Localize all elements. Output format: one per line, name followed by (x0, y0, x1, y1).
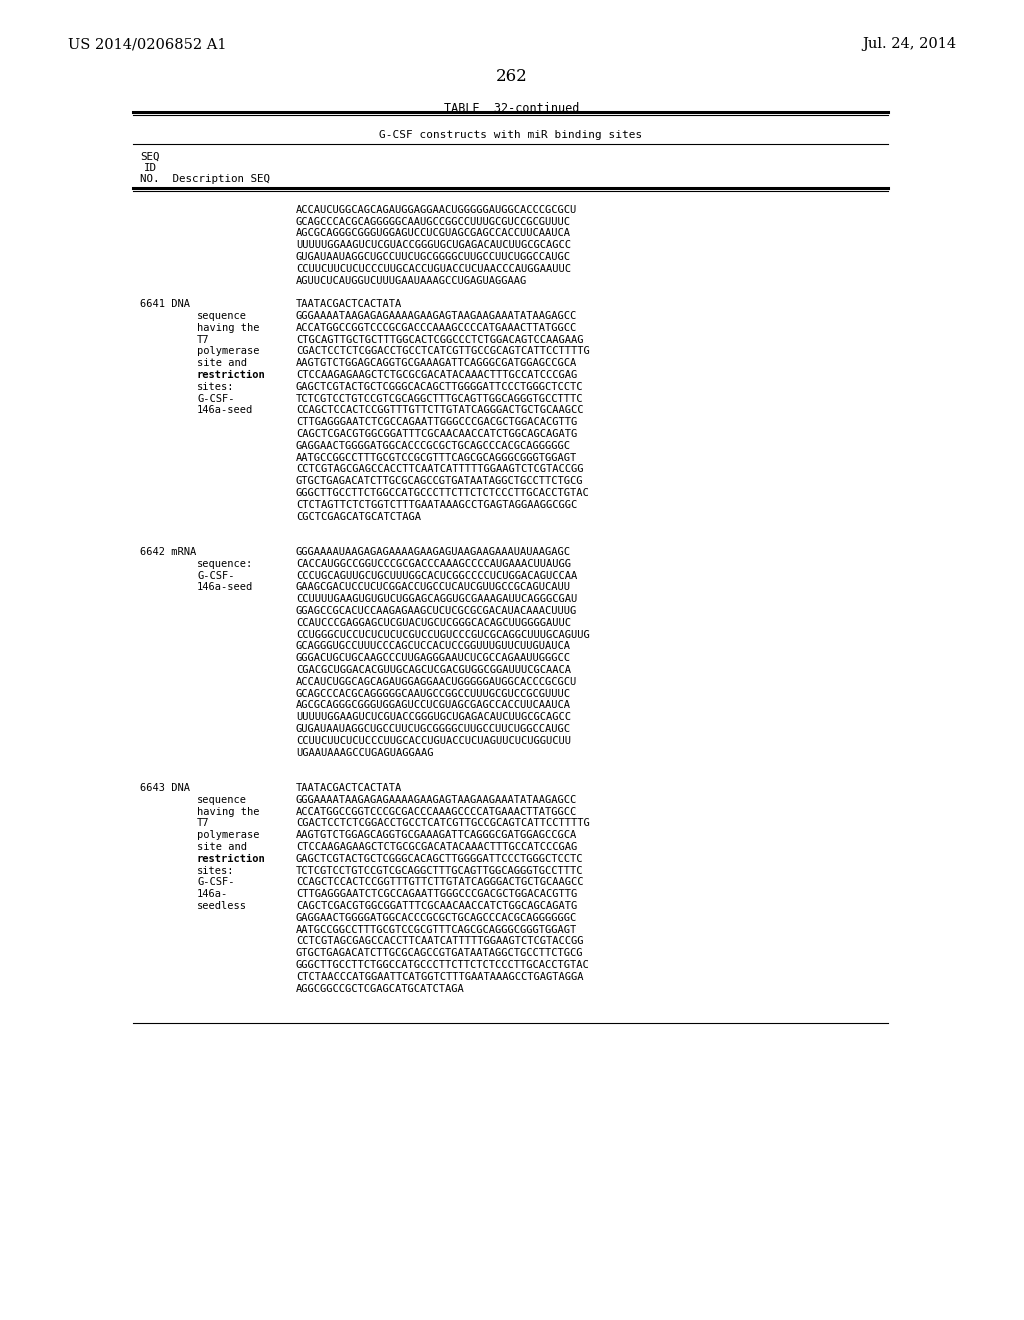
Text: G-CSF-: G-CSF- (197, 570, 234, 581)
Text: NO.  Description SEQ: NO. Description SEQ (140, 174, 270, 183)
Text: CAGCTCGACGTGGCGGATTTCGCAACAACCATCTGGCAGCAGATG: CAGCTCGACGTGGCGGATTTCGCAACAACCATCTGGCAGC… (296, 429, 578, 440)
Text: sites:: sites: (197, 381, 234, 392)
Text: CTCCAAGAGAAGCTCTGCGCGACATACAAACTTTGCCATCCCGAG: CTCCAAGAGAAGCTCTGCGCGACATACAAACTTTGCCATC… (296, 370, 578, 380)
Text: AGCGCAGGGCGGGUGGAGUCCUCGUAGCGAGCCACCUUCAAUCA: AGCGCAGGGCGGGUGGAGUCCUCGUAGCGAGCCACCUUCA… (296, 228, 571, 239)
Text: AATGCCGGCCTTTGCGTCCGCGTTTCAGCGCAGGGCGGGTGGAGT: AATGCCGGCCTTTGCGTCCGCGTTTCAGCGCAGGGCGGGT… (296, 924, 578, 935)
Text: sites:: sites: (197, 866, 234, 875)
Text: CTCCAAGAGAAGCTCTGCGCGACATACAAACTTTGCCATCCCGAG: CTCCAAGAGAAGCTCTGCGCGACATACAAACTTTGCCATC… (296, 842, 578, 851)
Text: CTCTAACCCATGGAATTCATGGTCTTTGAATAAAGCCTGAGTAGGA: CTCTAACCCATGGAATTCATGGTCTTTGAATAAAGCCTGA… (296, 972, 584, 982)
Text: G-CSF-: G-CSF- (197, 393, 234, 404)
Text: TAATACGACTCACTATA: TAATACGACTCACTATA (296, 300, 402, 309)
Text: site and: site and (197, 358, 247, 368)
Text: G-CSF constructs with miR binding sites: G-CSF constructs with miR binding sites (379, 129, 642, 140)
Text: 6643 DNA: 6643 DNA (140, 783, 190, 793)
Text: TCTCGTCCTGTCCGTCGCAGGCTTTGCAGTTGGCAGGGTGCCTTTC: TCTCGTCCTGTCCGTCGCAGGCTTTGCAGTTGGCAGGGTG… (296, 866, 584, 875)
Text: 262: 262 (496, 69, 528, 84)
Text: TCTCGTCCTGTCCGTCGCAGGCTTTGCAGTTGGCAGGGTGCCTTTC: TCTCGTCCTGTCCGTCGCAGGCTTTGCAGTTGGCAGGGTG… (296, 393, 584, 404)
Text: T7: T7 (197, 818, 210, 829)
Text: restriction: restriction (197, 370, 266, 380)
Text: GGAGCCGCACUCCAAGAGAAGCUCUCGCGCGACAUACAAACUUUG: GGAGCCGCACUCCAAGAGAAGCUCUCGCGCGACAUACAAA… (296, 606, 578, 616)
Text: ACCAUCUGGCAGCAGAUGGAGGAACUGGGGGAUGGCACCCGCGCU: ACCAUCUGGCAGCAGAUGGAGGAACUGGGGGAUGGCACCC… (296, 677, 578, 686)
Text: GGGAAAATAAGAGAGAAAAGAAGAGTAAGAAGAAATATAAGAGCC: GGGAAAATAAGAGAGAAAAGAAGAGTAAGAAGAAATATAA… (296, 312, 578, 321)
Text: CCTCGTAGCGAGCCACCTTCAATCATTTTTGGAAGTCTCGTACCGG: CCTCGTAGCGAGCCACCTTCAATCATTTTTGGAAGTCTCG… (296, 465, 584, 474)
Text: ID: ID (144, 162, 157, 173)
Text: US 2014/0206852 A1: US 2014/0206852 A1 (68, 37, 226, 51)
Text: having the: having the (197, 323, 259, 333)
Text: UUUUUGGAAGUCUCGUACCGGGUGCUGAGACAUCUUGCGCAGCC: UUUUUGGAAGUCUCGUACCGGGUGCUGAGACAUCUUGCGC… (296, 713, 571, 722)
Text: site and: site and (197, 842, 247, 851)
Text: 6641 DNA: 6641 DNA (140, 300, 190, 309)
Text: UGAAUAAAGCCUGAGUAGGAAG: UGAAUAAAGCCUGAGUAGGAAG (296, 747, 433, 758)
Text: CTGCAGTTGCTGCTTTGGCACTCGGCCCTCTGGACAGTCCAAGAAG: CTGCAGTTGCTGCTTTGGCACTCGGCCCTCTGGACAGTCC… (296, 334, 584, 345)
Text: CCAGCTCCACTCCGGTTTGTTCTTGTATCAGGGACTGCTGCAAGCC: CCAGCTCCACTCCGGTTTGTTCTTGTATCAGGGACTGCTG… (296, 405, 584, 416)
Text: CCUUCUUCUCUCCCUUGCACCUGUACCUCUAGUUCUCUGGUCUU: CCUUCUUCUCUCCCUUGCACCUGUACCUCUAGUUCUCUGG… (296, 735, 571, 746)
Text: 146a-seed: 146a-seed (197, 405, 253, 416)
Text: AGCGCAGGGCGGGUGGAGUCCUCGUAGCGAGCCACCUUCAAUCA: AGCGCAGGGCGGGUGGAGUCCUCGUAGCGAGCCACCUUCA… (296, 701, 571, 710)
Text: GCAGCCCACGCAGGGGGCAAUGCCGGCCUUUGCGUCCGCGUUUC: GCAGCCCACGCAGGGGGCAAUGCCGGCCUUUGCGUCCGCG… (296, 216, 571, 227)
Text: AATGCCGGCCTTTGCGTCCGCGTTTCAGCGCAGGGCGGGTGGAGT: AATGCCGGCCTTTGCGTCCGCGTTTCAGCGCAGGGCGGGT… (296, 453, 578, 462)
Text: AGGCGGCCGCTCGAGCATGCATCTAGA: AGGCGGCCGCTCGAGCATGCATCTAGA (296, 983, 465, 994)
Text: TABLE  32-continued: TABLE 32-continued (444, 102, 580, 115)
Text: GTGCTGAGACATCTTGCGCAGCCGTGATAATAGGCTGCCTTCTGCG: GTGCTGAGACATCTTGCGCAGCCGTGATAATAGGCTGCCT… (296, 477, 584, 486)
Text: sequence: sequence (197, 795, 247, 805)
Text: CTTGAGGGAATCTCGCCAGAATTGGGCCCGACGCTGGACACGTTG: CTTGAGGGAATCTCGCCAGAATTGGGCCCGACGCTGGACA… (296, 417, 578, 428)
Text: CGCTCGAGCATGCATCTAGA: CGCTCGAGCATGCATCTAGA (296, 512, 421, 521)
Text: polymerase: polymerase (197, 346, 259, 356)
Text: 146a-seed: 146a-seed (197, 582, 253, 593)
Text: GAAGCGACUCCUCUCGGACCUGCCUCAUCGUUGCCGCAGUCAUU: GAAGCGACUCCUCUCGGACCUGCCUCAUCGUUGCCGCAGU… (296, 582, 571, 593)
Text: ACCATGGCCGGTCCCGCGACCCAAAGCCCCATGAAACTTATGGCC: ACCATGGCCGGTCCCGCGACCCAAAGCCCCATGAAACTTA… (296, 323, 578, 333)
Text: GAGGAACTGGGGATGGCACCCGCGCTGCAGCCCACGCAGGGGGC: GAGGAACTGGGGATGGCACCCGCGCTGCAGCCCACGCAGG… (296, 441, 571, 451)
Text: CAGCTCGACGTGGCGGATTTCGCAACAACCATCTGGCAGCAGATG: CAGCTCGACGTGGCGGATTTCGCAACAACCATCTGGCAGC… (296, 902, 578, 911)
Text: GGGCTTGCCTTCTGGCCATGCCCTTCTTCTCTCCCTTGCACCTGTAC: GGGCTTGCCTTCTGGCCATGCCCTTCTTCTCTCCCTTGCA… (296, 960, 590, 970)
Text: Jul. 24, 2014: Jul. 24, 2014 (862, 37, 956, 51)
Text: ACCATGGCCGGTCCCGCGACCCAAAGCCCCATGAAACTTATGGCC: ACCATGGCCGGTCCCGCGACCCAAAGCCCCATGAAACTTA… (296, 807, 578, 817)
Text: GCAGCCCACGCAGGGGGCAAUGCCGGCCUUUGCGUCCGCGUUUC: GCAGCCCACGCAGGGGGCAAUGCCGGCCUUUGCGUCCGCG… (296, 689, 571, 698)
Text: AGUUCUCAUGGUCUUUGAAUAAAGCCUGAGUAGGAAG: AGUUCUCAUGGUCUUUGAAUAAAGCCUGAGUAGGAAG (296, 276, 527, 285)
Text: 6642 mRNA: 6642 mRNA (140, 546, 197, 557)
Text: CCUUCUUCUCUCCCUUGCACCUGUACCUCUAACCCAUGGAAUUC: CCUUCUUCUCUCCCUUGCACCUGUACCUCUAACCCAUGGA… (296, 264, 571, 273)
Text: TAATACGACTCACTATA: TAATACGACTCACTATA (296, 783, 402, 793)
Text: CCUGGGCUCCUCUCUCUCGUCCUGUCCCGUCGCAGGCUUUGCAGUUG: CCUGGGCUCCUCUCUCUCGUCCUGUCCCGUCGCAGGCUUU… (296, 630, 590, 640)
Text: GAGCTCGTACTGCTCGGGCACAGCTTGGGGATTCCCTGGGCTCCTC: GAGCTCGTACTGCTCGGGCACAGCTTGGGGATTCCCTGGG… (296, 854, 584, 863)
Text: UUUUUGGAAGUCUCGUACCGGGUGCUGAGACAUCUUGCGCAGCC: UUUUUGGAAGUCUCGUACCGGGUGCUGAGACAUCUUGCGC… (296, 240, 571, 251)
Text: restriction: restriction (197, 854, 266, 863)
Text: CCCUGCAGUUGCUGCUUUGGCACUCGGCCCCUCUGGACAGUCCAA: CCCUGCAGUUGCUGCUUUGGCACUCGGCCCCUCUGGACAG… (296, 570, 578, 581)
Text: CCUUUUGAAGUGUGUCUGGAGCAGGUGCGAAAGAUUCAGGGCGAU: CCUUUUGAAGUGUGUCUGGAGCAGGUGCGAAAGAUUCAGG… (296, 594, 578, 605)
Text: SEQ: SEQ (140, 152, 160, 162)
Text: CACCAUGGCCGGUCCCGCGACCCAAAGCCCCAUGAAACUUAUGG: CACCAUGGCCGGUCCCGCGACCCAAAGCCCCAUGAAACUU… (296, 558, 571, 569)
Text: AAGTGTCTGGAGCAGGTGCGAAAGATTCAGGGCGATGGAGCCGCA: AAGTGTCTGGAGCAGGTGCGAAAGATTCAGGGCGATGGAG… (296, 830, 578, 841)
Text: GCAGGGUGCCUUUCCCAGCUCCACUCCGGUUUGUUCUUGUAUCA: GCAGGGUGCCUUUCCCAGCUCCACUCCGGUUUGUUCUUGU… (296, 642, 571, 651)
Text: GGGACUGCUGCAAGCCCUUGAGGGAAUCUCGCCAGAAUUGGGCC: GGGACUGCUGCAAGCCCUUGAGGGAAUCUCGCCAGAAUUG… (296, 653, 571, 663)
Text: sequence: sequence (197, 312, 247, 321)
Text: G-CSF-: G-CSF- (197, 878, 234, 887)
Text: having the: having the (197, 807, 259, 817)
Text: T7: T7 (197, 334, 210, 345)
Text: CGACTCCTCTCGGACCTGCCTCATCGTTGCCGCAGTCATTCCTTTTG: CGACTCCTCTCGGACCTGCCTCATCGTTGCCGCAGTCATT… (296, 346, 590, 356)
Text: GAGCTCGTACTGCTCGGGCACAGCTTGGGGATTCCCTGGGCTCCTC: GAGCTCGTACTGCTCGGGCACAGCTTGGGGATTCCCTGGG… (296, 381, 584, 392)
Text: CCTCGTAGCGAGCCACCTTCAATCATTTTTGGAAGTCTCGTACCGG: CCTCGTAGCGAGCCACCTTCAATCATTTTTGGAAGTCTCG… (296, 936, 584, 946)
Text: CGACGCUGGACACGUUGCAGCUCGACGUGGCGGAUUUCGCAACA: CGACGCUGGACACGUUGCAGCUCGACGUGGCGGAUUUCGC… (296, 665, 571, 675)
Text: GGGCTTGCCTTCTGGCCATGCCCTTCTTCTCTCCCTTGCACCTGTAC: GGGCTTGCCTTCTGGCCATGCCCTTCTTCTCTCCCTTGCA… (296, 488, 590, 498)
Text: CCAGCTCCACTCCGGTTTGTTCTTGTATCAGGGACTGCTGCAAGCC: CCAGCTCCACTCCGGTTTGTTCTTGTATCAGGGACTGCTG… (296, 878, 584, 887)
Text: GAGGAACTGGGGATGGCACCCGCGCTGCAGCCCACGCAGGGGGGC: GAGGAACTGGGGATGGCACCCGCGCTGCAGCCCACGCAGG… (296, 913, 578, 923)
Text: GGGAAAATAAGAGAGAAAAGAAGAGTAAGAAGAAATATAAGAGCC: GGGAAAATAAGAGAGAAAAGAAGAGTAAGAAGAAATATAA… (296, 795, 578, 805)
Text: AAGTGTCTGGAGCAGGTGCGAAAGATTCAGGGCGATGGAGCCGCA: AAGTGTCTGGAGCAGGTGCGAAAGATTCAGGGCGATGGAG… (296, 358, 578, 368)
Text: sequence:: sequence: (197, 558, 253, 569)
Text: seedless: seedless (197, 902, 247, 911)
Text: CTTGAGGGAATCTCGCCAGAATTGGGCCCGACGCTGGACACGTTG: CTTGAGGGAATCTCGCCAGAATTGGGCCCGACGCTGGACA… (296, 890, 578, 899)
Text: GUGAUAAUAGGCUGCCUUCUGCGGGGCUUGCCUUCUGGCCAUGC: GUGAUAAUAGGCUGCCUUCUGCGGGGCUUGCCUUCUGGCC… (296, 723, 571, 734)
Text: polymerase: polymerase (197, 830, 259, 841)
Text: ACCAUCUGGCAGCAGAUGGAGGAACUGGGGGAUGGCACCCGCGCU: ACCAUCUGGCAGCAGAUGGAGGAACUGGGGGAUGGCACCC… (296, 205, 578, 215)
Text: CTCTAGTTCTCTGGTCTTTGAATAAAGCCTGAGTAGGAAGGCGGC: CTCTAGTTCTCTGGTCTTTGAATAAAGCCTGAGTAGGAAG… (296, 500, 578, 510)
Text: CCAUCCCGAGGAGCUCGUACUGCUCGGGCACAGCUUGGGGAUUC: CCAUCCCGAGGAGCUCGUACUGCUCGGGCACAGCUUGGGG… (296, 618, 571, 628)
Text: GUGAUAAUAGGCUGCCUUCUGCGGGGCUUGCCUUCUGGCCAUGC: GUGAUAAUAGGCUGCCUUCUGCGGGGCUUGCCUUCUGGCC… (296, 252, 571, 261)
Text: 146a-: 146a- (197, 890, 228, 899)
Text: CGACTCCTCTCGGACCTGCCTCATCGTTGCCGCAGTCATTCCTTTTG: CGACTCCTCTCGGACCTGCCTCATCGTTGCCGCAGTCATT… (296, 818, 590, 829)
Text: GTGCTGAGACATCTTGCGCAGCCGTGATAATAGGCTGCCTTCTGCG: GTGCTGAGACATCTTGCGCAGCCGTGATAATAGGCTGCCT… (296, 948, 584, 958)
Text: GGGAAAAUAAGAGAGAAAAGAAGAGUAAGAAGAAAUAUAAGAGC: GGGAAAAUAAGAGAGAAAAGAAGAGUAAGAAGAAAUAUAA… (296, 546, 571, 557)
